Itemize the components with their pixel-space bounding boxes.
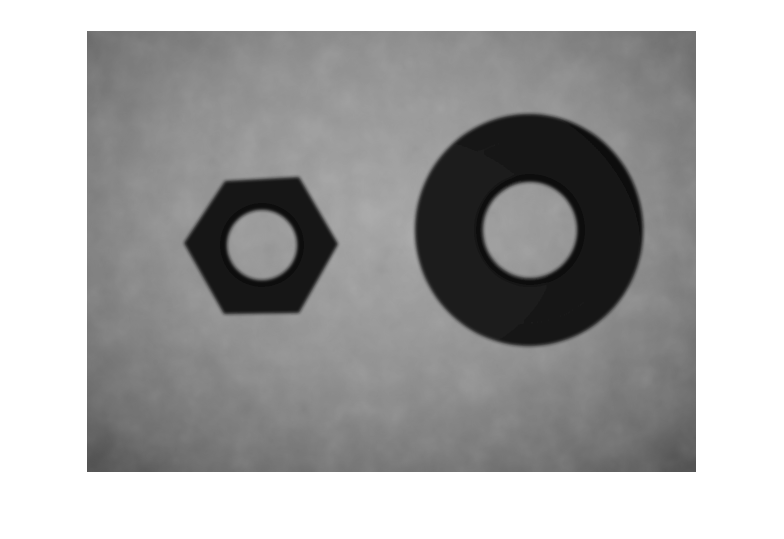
grayscale-photo: [87, 31, 696, 472]
round-washer: [87, 31, 696, 472]
